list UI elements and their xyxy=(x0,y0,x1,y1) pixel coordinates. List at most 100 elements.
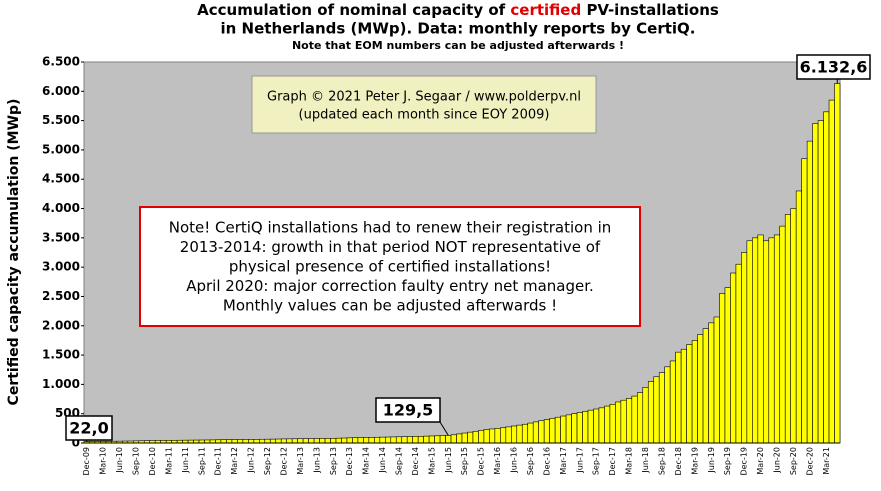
value-label: 129,5 xyxy=(383,401,434,420)
bar xyxy=(330,438,337,444)
x-tick-label: Sep-18 xyxy=(657,447,666,475)
bar xyxy=(445,435,452,444)
note-text: Note! CertiQ installations had to renew … xyxy=(169,219,612,237)
y-tick-label: 0 xyxy=(72,436,80,450)
bar xyxy=(450,434,457,444)
bar xyxy=(335,437,342,444)
bar xyxy=(576,412,583,444)
y-tick-label: 6.000 xyxy=(42,84,80,98)
bar xyxy=(368,437,375,444)
bar xyxy=(456,433,463,444)
bar xyxy=(494,428,501,444)
bar xyxy=(812,123,819,444)
x-tick-label: Dec-10 xyxy=(148,447,157,476)
x-tick-label: Mar-16 xyxy=(493,447,502,475)
y-tick-label: 5.500 xyxy=(42,113,80,127)
bar xyxy=(417,436,424,444)
bar xyxy=(286,438,293,444)
x-tick-label: Mar-14 xyxy=(362,447,371,475)
note-box xyxy=(139,206,641,327)
x-tick-label: Dec-11 xyxy=(214,447,223,476)
x-tick-label: Dec-17 xyxy=(608,447,617,476)
bar xyxy=(319,438,326,444)
bar xyxy=(680,348,687,444)
bar xyxy=(379,436,386,444)
value-label: 22,0 xyxy=(69,419,108,438)
x-tick-label: Sep-19 xyxy=(723,447,732,475)
bar xyxy=(357,437,364,444)
bar xyxy=(248,439,255,444)
x-tick-label: Jun-17 xyxy=(575,447,584,474)
bar xyxy=(346,437,353,444)
x-tick-label: Mar-19 xyxy=(690,447,699,475)
bar xyxy=(390,436,397,444)
x-tick-label: Sep-13 xyxy=(329,447,338,475)
bar xyxy=(763,240,770,444)
bar xyxy=(511,425,518,444)
x-tick-label: Jun-19 xyxy=(707,447,716,474)
x-tick-label: Mar-12 xyxy=(230,447,239,475)
credit-box xyxy=(251,75,597,134)
bar xyxy=(554,416,561,444)
bar xyxy=(719,293,726,444)
bar xyxy=(806,140,813,444)
bar xyxy=(713,316,720,444)
y-tick-label: 2.500 xyxy=(42,289,80,303)
x-tick-label: Jun-13 xyxy=(312,447,321,474)
bar xyxy=(571,413,578,444)
x-tick-label: Dec-15 xyxy=(477,447,486,476)
label-box xyxy=(375,397,441,423)
x-tick-label: Dec-19 xyxy=(740,447,749,476)
bar xyxy=(735,263,742,444)
bar xyxy=(741,252,748,444)
credit-text: Graph © 2021 Peter J. Segaar / www.polde… xyxy=(267,90,581,105)
y-tick-label: 4.000 xyxy=(42,201,80,215)
chart-subtitle: Note that EOM numbers can be adjusted af… xyxy=(292,39,624,52)
bar xyxy=(773,234,781,444)
x-tick-label: Jun-10 xyxy=(115,447,124,474)
bar xyxy=(231,439,238,444)
note-text: 2013-2014: growth in that period NOT rep… xyxy=(180,238,601,256)
x-tick-label: Jun-16 xyxy=(510,447,519,474)
x-tick-label: Dec-16 xyxy=(542,447,551,476)
bar xyxy=(500,427,507,444)
bar xyxy=(489,428,496,444)
bar xyxy=(242,439,249,444)
bar xyxy=(565,414,572,444)
x-tick-label: Sep-15 xyxy=(460,447,469,475)
bar xyxy=(516,424,523,444)
bar xyxy=(395,436,403,444)
bar xyxy=(313,438,320,444)
credit-text: (updated each month since EOY 2009) xyxy=(299,108,550,123)
bar xyxy=(461,432,468,444)
title-part: PV-installations xyxy=(581,1,719,19)
label-box xyxy=(65,415,113,441)
bar xyxy=(291,438,298,444)
bar xyxy=(237,439,244,444)
bar xyxy=(226,439,233,444)
bar xyxy=(560,415,567,444)
bar xyxy=(428,435,435,444)
x-tick-label: Mar-21 xyxy=(822,447,831,475)
bar xyxy=(297,438,304,444)
bar xyxy=(521,423,529,444)
bar xyxy=(324,438,331,444)
bar xyxy=(363,437,370,444)
bar xyxy=(708,322,715,444)
bar xyxy=(817,120,824,444)
bar xyxy=(647,381,655,444)
note-text: April 2020: major correction faulty entr… xyxy=(186,277,594,295)
bar xyxy=(412,436,419,444)
y-tick-label: 3.000 xyxy=(42,260,80,274)
bar xyxy=(401,436,408,444)
bar xyxy=(308,438,315,444)
bar xyxy=(385,436,392,444)
x-tick-label: Sep-16 xyxy=(526,447,535,475)
bar xyxy=(604,405,611,444)
bar xyxy=(527,422,534,444)
bar xyxy=(434,435,441,444)
note-text: physical presence of certified installat… xyxy=(229,258,551,276)
bar xyxy=(467,431,474,444)
y-tick-label: 3.500 xyxy=(42,230,80,244)
bar xyxy=(269,438,277,444)
